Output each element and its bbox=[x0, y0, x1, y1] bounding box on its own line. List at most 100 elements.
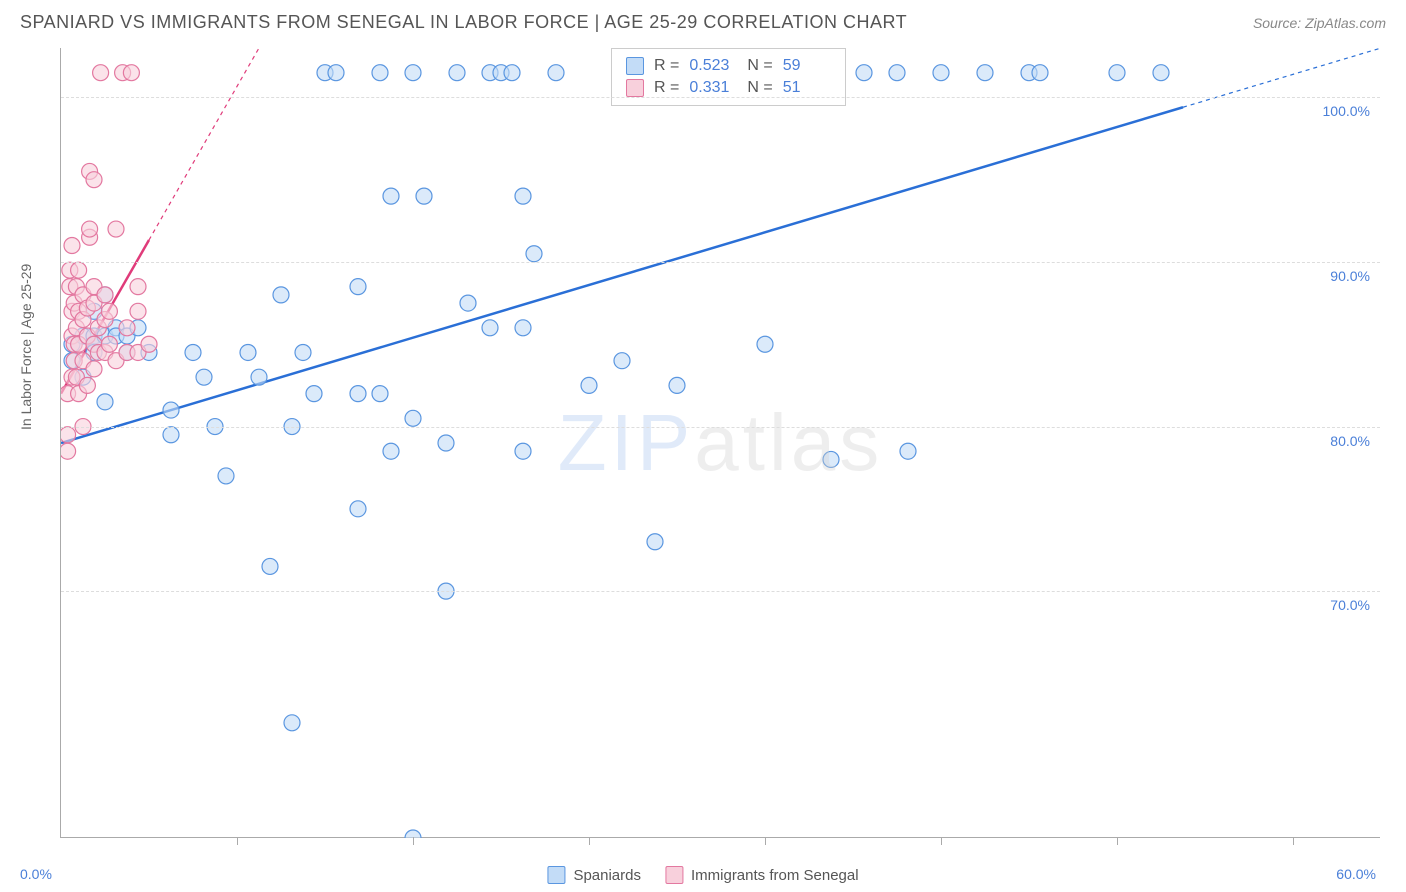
x-tick bbox=[941, 837, 942, 845]
data-point-spaniards bbox=[504, 65, 520, 81]
data-point-spaniards bbox=[515, 443, 531, 459]
data-point-spaniards bbox=[482, 320, 498, 336]
x-tick bbox=[1293, 837, 1294, 845]
data-point-spaniards bbox=[273, 287, 289, 303]
data-point-spaniards bbox=[350, 386, 366, 402]
y-tick-label: 90.0% bbox=[1330, 268, 1370, 284]
data-point-spaniards bbox=[515, 188, 531, 204]
source-attribution: Source: ZipAtlas.com bbox=[1253, 15, 1386, 31]
legend-swatch bbox=[665, 866, 683, 884]
data-point-spaniards bbox=[669, 377, 685, 393]
r-label: R = bbox=[654, 79, 679, 97]
data-point-spaniards bbox=[449, 65, 465, 81]
data-point-spaniards bbox=[383, 188, 399, 204]
data-point-senegal bbox=[64, 238, 80, 254]
legend-swatch bbox=[547, 866, 565, 884]
data-point-spaniards bbox=[163, 402, 179, 418]
data-point-senegal bbox=[130, 303, 146, 319]
gridline bbox=[61, 97, 1380, 98]
y-tick-label: 80.0% bbox=[1330, 433, 1370, 449]
data-point-spaniards bbox=[350, 501, 366, 517]
legend-swatch bbox=[626, 79, 644, 97]
legend-label: Spaniards bbox=[573, 867, 641, 884]
data-point-spaniards bbox=[614, 353, 630, 369]
r-label: R = bbox=[654, 57, 679, 75]
data-point-spaniards bbox=[526, 246, 542, 262]
data-point-spaniards bbox=[405, 410, 421, 426]
data-point-spaniards bbox=[196, 369, 212, 385]
data-point-spaniards bbox=[185, 344, 201, 360]
data-point-spaniards bbox=[856, 65, 872, 81]
legend-label: Immigrants from Senegal bbox=[691, 867, 859, 884]
data-point-spaniards bbox=[383, 443, 399, 459]
data-point-senegal bbox=[79, 377, 95, 393]
n-value: 59 bbox=[783, 57, 831, 75]
data-point-senegal bbox=[141, 336, 157, 352]
gridline bbox=[61, 262, 1380, 263]
x-tick bbox=[765, 837, 766, 845]
n-label: N = bbox=[747, 79, 772, 97]
data-point-senegal bbox=[86, 361, 102, 377]
r-value: 0.331 bbox=[689, 79, 737, 97]
correlation-row: R = 0.331 N = 51 bbox=[626, 77, 831, 99]
y-axis-title: In Labor Force | Age 25-29 bbox=[18, 264, 34, 430]
data-point-senegal bbox=[97, 287, 113, 303]
correlation-row: R =0.523N =59 bbox=[626, 55, 831, 77]
data-point-spaniards bbox=[548, 65, 564, 81]
data-point-spaniards bbox=[460, 295, 476, 311]
scatter-chart: ZIPatlas R =0.523N =59R =0.331N =51 70.0… bbox=[60, 48, 1380, 838]
legend-item: Immigrants from Senegal bbox=[665, 866, 859, 884]
chart-title: SPANIARD VS IMMIGRANTS FROM SENEGAL IN L… bbox=[20, 12, 907, 33]
data-point-spaniards bbox=[647, 534, 663, 550]
x-axis-min-label: 0.0% bbox=[20, 866, 52, 882]
data-point-spaniards bbox=[416, 188, 432, 204]
data-point-spaniards bbox=[438, 435, 454, 451]
data-point-senegal bbox=[101, 336, 117, 352]
data-point-senegal bbox=[61, 427, 76, 443]
data-point-senegal bbox=[93, 65, 109, 81]
x-tick bbox=[237, 837, 238, 845]
data-point-senegal bbox=[71, 262, 87, 278]
data-point-spaniards bbox=[515, 320, 531, 336]
data-point-spaniards bbox=[405, 65, 421, 81]
data-point-spaniards bbox=[581, 377, 597, 393]
data-point-spaniards bbox=[823, 451, 839, 467]
n-value: 51 bbox=[783, 79, 831, 97]
trend-line-spaniards bbox=[61, 107, 1183, 443]
data-point-senegal bbox=[101, 303, 117, 319]
data-point-spaniards bbox=[328, 65, 344, 81]
data-point-spaniards bbox=[163, 427, 179, 443]
data-point-spaniards bbox=[1109, 65, 1125, 81]
data-point-spaniards bbox=[889, 65, 905, 81]
x-tick bbox=[413, 837, 414, 845]
data-point-spaniards bbox=[900, 443, 916, 459]
data-point-spaniards bbox=[757, 336, 773, 352]
gridline bbox=[61, 591, 1380, 592]
x-tick bbox=[1117, 837, 1118, 845]
data-point-spaniards bbox=[284, 715, 300, 731]
data-point-spaniards bbox=[262, 558, 278, 574]
data-point-spaniards bbox=[240, 344, 256, 360]
r-value: 0.523 bbox=[689, 57, 737, 75]
data-point-senegal bbox=[119, 320, 135, 336]
data-point-senegal bbox=[108, 221, 124, 237]
data-point-spaniards bbox=[977, 65, 993, 81]
series-legend: Spaniards Immigrants from Senegal bbox=[547, 866, 858, 884]
data-point-spaniards bbox=[97, 394, 113, 410]
data-point-senegal bbox=[123, 65, 139, 81]
data-point-spaniards bbox=[372, 386, 388, 402]
y-tick-label: 100.0% bbox=[1323, 103, 1370, 119]
legend-swatch bbox=[626, 57, 644, 75]
data-point-spaniards bbox=[372, 65, 388, 81]
data-point-spaniards bbox=[306, 386, 322, 402]
data-point-spaniards bbox=[218, 468, 234, 484]
data-point-spaniards bbox=[1032, 65, 1048, 81]
chart-header: SPANIARD VS IMMIGRANTS FROM SENEGAL IN L… bbox=[0, 0, 1406, 41]
legend-item: Spaniards bbox=[547, 866, 641, 884]
data-point-senegal bbox=[130, 279, 146, 295]
data-point-spaniards bbox=[933, 65, 949, 81]
data-point-spaniards bbox=[350, 279, 366, 295]
gridline bbox=[61, 427, 1380, 428]
x-axis-max-label: 60.0% bbox=[1336, 866, 1376, 882]
data-point-senegal bbox=[86, 172, 102, 188]
